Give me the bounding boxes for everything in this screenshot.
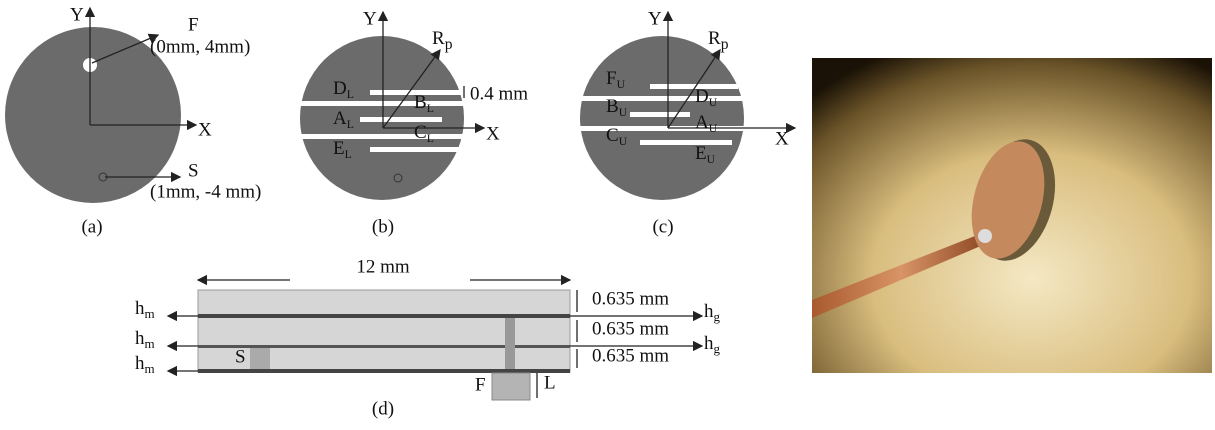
label-main: h [135,353,145,374]
panel-b [298,12,484,200]
label-sub: g [714,309,721,324]
label: Rp [432,28,453,52]
label: 12 mm [356,256,410,277]
label: (a) [81,216,102,237]
label-sub: L [427,102,434,115]
slot [298,101,466,106]
label-sub: U [707,153,716,166]
label-main: h [135,328,145,349]
patch [580,36,744,200]
metal-layer [198,369,570,373]
label-main: D [695,86,709,107]
label: hg [704,333,721,356]
slot [578,96,746,101]
label: (d) [372,398,394,419]
label: 0.635 mm [592,288,669,309]
label: X [198,119,212,140]
feed-pin [505,318,515,369]
label-main: F [606,68,617,89]
slot [370,147,462,152]
label: L [544,372,556,393]
label-sub: U [709,96,718,109]
label-sub: L [427,132,434,145]
label-sub: U [619,106,628,119]
label-sub: m [145,336,155,351]
label: Y [363,8,377,29]
label: hm [135,298,155,321]
slot [360,117,442,122]
label: Rp [708,28,729,52]
photo [812,58,1212,373]
label-sub: p [445,36,453,53]
label: (1mm, -4 mm) [150,181,261,202]
label: S [188,160,199,181]
label: F [475,374,486,395]
label-main: D [333,78,347,99]
label: Y [70,4,84,25]
label-main: A [333,108,347,129]
label: hm [135,328,155,351]
short-pin [250,348,270,369]
label: F [188,14,199,35]
label: 0.4 mm [470,83,528,104]
label: (b) [372,216,394,237]
label-sub: U [619,135,628,148]
label: X [775,128,789,149]
figure: YXF(0mm, 4mm)S(1mm, -4 mm)(a)YXRp0.4 mmD… [0,0,1215,430]
label-sub: L [345,148,352,161]
label-sub: L [347,118,354,131]
label: Y [648,8,662,29]
label-main: h [135,298,145,319]
slot [640,140,732,145]
label-main: E [333,138,345,159]
label: 0.635 mm [592,318,669,339]
label-main: B [414,92,427,113]
label-sub: g [714,341,721,356]
label-main: C [414,122,427,143]
label-main: R [432,28,445,49]
label-main: A [695,112,709,133]
label-sub: p [721,36,729,53]
label-sub: U [709,122,718,135]
label-main: C [606,125,619,146]
label-main: R [708,28,721,49]
label-sub: L [347,88,354,101]
label: S [235,346,246,367]
label-main: h [704,301,714,322]
label: hm [135,353,155,376]
label-main: h [704,333,714,354]
slot [630,112,690,117]
label: (0mm, 4mm) [150,36,250,57]
feed-connector [492,373,530,400]
label: hg [704,301,721,324]
label-sub: m [145,306,155,321]
label-sub: U [617,78,626,91]
metal-layer [198,314,570,318]
label: 0.635 mm [592,345,669,366]
connector [978,229,992,243]
label-sub: m [145,361,155,376]
slot [298,134,466,139]
label: (c) [652,216,673,237]
label: X [486,123,500,144]
label-main: B [606,96,619,117]
label-main: E [695,143,707,164]
